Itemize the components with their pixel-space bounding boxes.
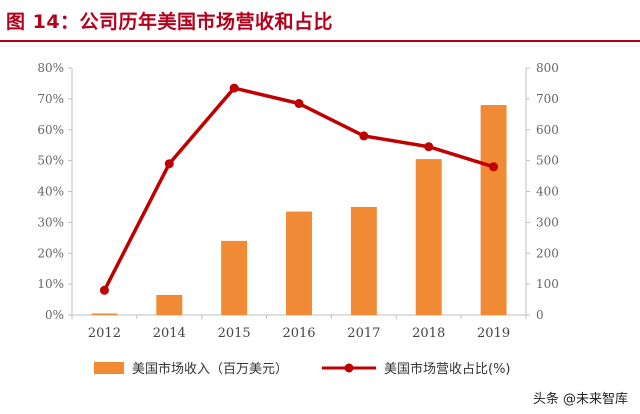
x-tick-label: 2019 bbox=[477, 326, 510, 341]
y-right-tick-label: 500 bbox=[536, 154, 559, 168]
bar-2018 bbox=[415, 159, 442, 315]
bar-2016 bbox=[286, 211, 312, 315]
line-point-2015 bbox=[229, 83, 239, 93]
bar-2014 bbox=[156, 294, 183, 315]
y-right-tick-label: 400 bbox=[536, 185, 559, 199]
bar-2017 bbox=[350, 206, 377, 315]
x-tick-label: 2017 bbox=[347, 326, 380, 341]
x-tick-label: 2015 bbox=[218, 326, 251, 341]
combo-chart: 0% 10% 20% 30% 40% 50% 60% 70% 80% 0 100 200 300 400 5… bbox=[37, 61, 559, 377]
legend-bar-swatch bbox=[94, 362, 124, 374]
y-left-tick-label: 40% bbox=[37, 185, 64, 199]
y-right-tick-label: 0 bbox=[536, 308, 544, 322]
line-point-2017 bbox=[359, 131, 369, 141]
y-left-tick-label: 30% bbox=[37, 215, 64, 229]
legend-line-marker bbox=[344, 363, 354, 373]
bar-2012 bbox=[91, 313, 118, 315]
line-point-2012 bbox=[99, 285, 109, 295]
x-tick-label: 2018 bbox=[412, 326, 445, 341]
y-left-tick-label: 20% bbox=[37, 246, 64, 260]
y-right-tick-label: 700 bbox=[536, 92, 559, 106]
y-left-tick-label: 10% bbox=[37, 277, 64, 291]
y-right-tick-label: 200 bbox=[536, 246, 559, 260]
line-point-2018 bbox=[424, 142, 434, 152]
bar-series bbox=[91, 105, 507, 315]
y-left-tick-label: 0% bbox=[45, 308, 64, 322]
line-point-2016 bbox=[294, 99, 304, 109]
y-right-tick-label: 800 bbox=[536, 61, 559, 75]
chart-axes: 0% 10% 20% 30% 40% 50% 60% 70% 80% 0 100 200 300 400 5… bbox=[37, 61, 559, 341]
legend-bar-label: 美国市场收入（百万美元） bbox=[132, 361, 288, 377]
bar-2015 bbox=[221, 240, 248, 315]
line-series bbox=[99, 83, 499, 295]
x-tick-label: 2014 bbox=[153, 326, 186, 341]
chart-title: 图 14：公司历年美国市场营收和占比 bbox=[6, 11, 334, 33]
watermark: 头条 @未来智库 bbox=[528, 387, 632, 408]
y-left-tick-label: 80% bbox=[37, 61, 64, 75]
title-bar: 图 14：公司历年美国市场营收和占比 bbox=[0, 0, 640, 42]
line-point-2019 bbox=[489, 162, 499, 172]
y-right-tick-label: 600 bbox=[536, 123, 559, 137]
bar-2019 bbox=[480, 105, 507, 315]
y-left-tick-label: 60% bbox=[37, 123, 64, 137]
chart-legend: 美国市场收入（百万美元） 美国市场营收占比(%) bbox=[94, 361, 511, 377]
legend-line-label: 美国市场营收占比(%) bbox=[384, 361, 511, 377]
x-tick-label: 2016 bbox=[282, 326, 315, 341]
line-point-2014 bbox=[164, 159, 174, 169]
x-tick-label: 2012 bbox=[88, 326, 121, 341]
y-right-tick-label: 300 bbox=[536, 215, 559, 229]
y-left-tick-label: 50% bbox=[37, 154, 64, 168]
y-left-tick-label: 70% bbox=[37, 92, 64, 106]
y-right-tick-label: 100 bbox=[536, 277, 559, 291]
